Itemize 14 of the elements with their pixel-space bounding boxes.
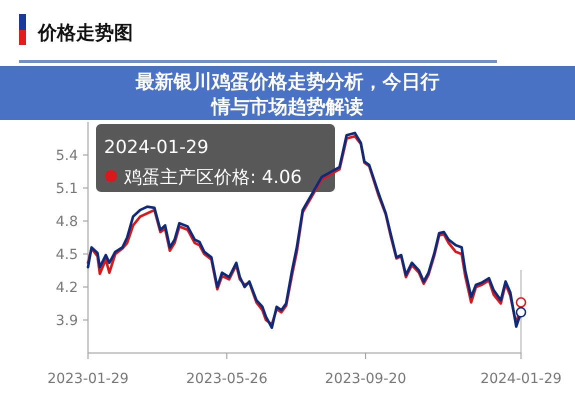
y-tick-label: 5.4 <box>56 148 78 164</box>
y-tick-label: 4.2 <box>56 280 78 296</box>
annotation: 2024-01-29 <box>104 137 209 158</box>
y-tick-label: 4.8 <box>56 214 78 230</box>
x-tick-label: 2023-09-20 <box>324 371 406 387</box>
chart-title: 价格走势图 <box>37 22 133 44</box>
y-tick-label: 4.5 <box>56 246 78 263</box>
x-tick-label: 2023-05-26 <box>186 371 268 387</box>
y-tick-label: 5.1 <box>56 180 78 197</box>
x-tick-label: 2023-01-29 <box>47 371 129 387</box>
x-tick-label: 2024-01-29 <box>480 371 562 387</box>
text: 最新银川鸡蛋价格走势分析，今日行情与市场趋势解读 <box>134 71 440 118</box>
text: 鸡蛋主产区价格: 4.06 <box>124 167 302 188</box>
y-tick-label: 3.9 <box>56 312 78 329</box>
